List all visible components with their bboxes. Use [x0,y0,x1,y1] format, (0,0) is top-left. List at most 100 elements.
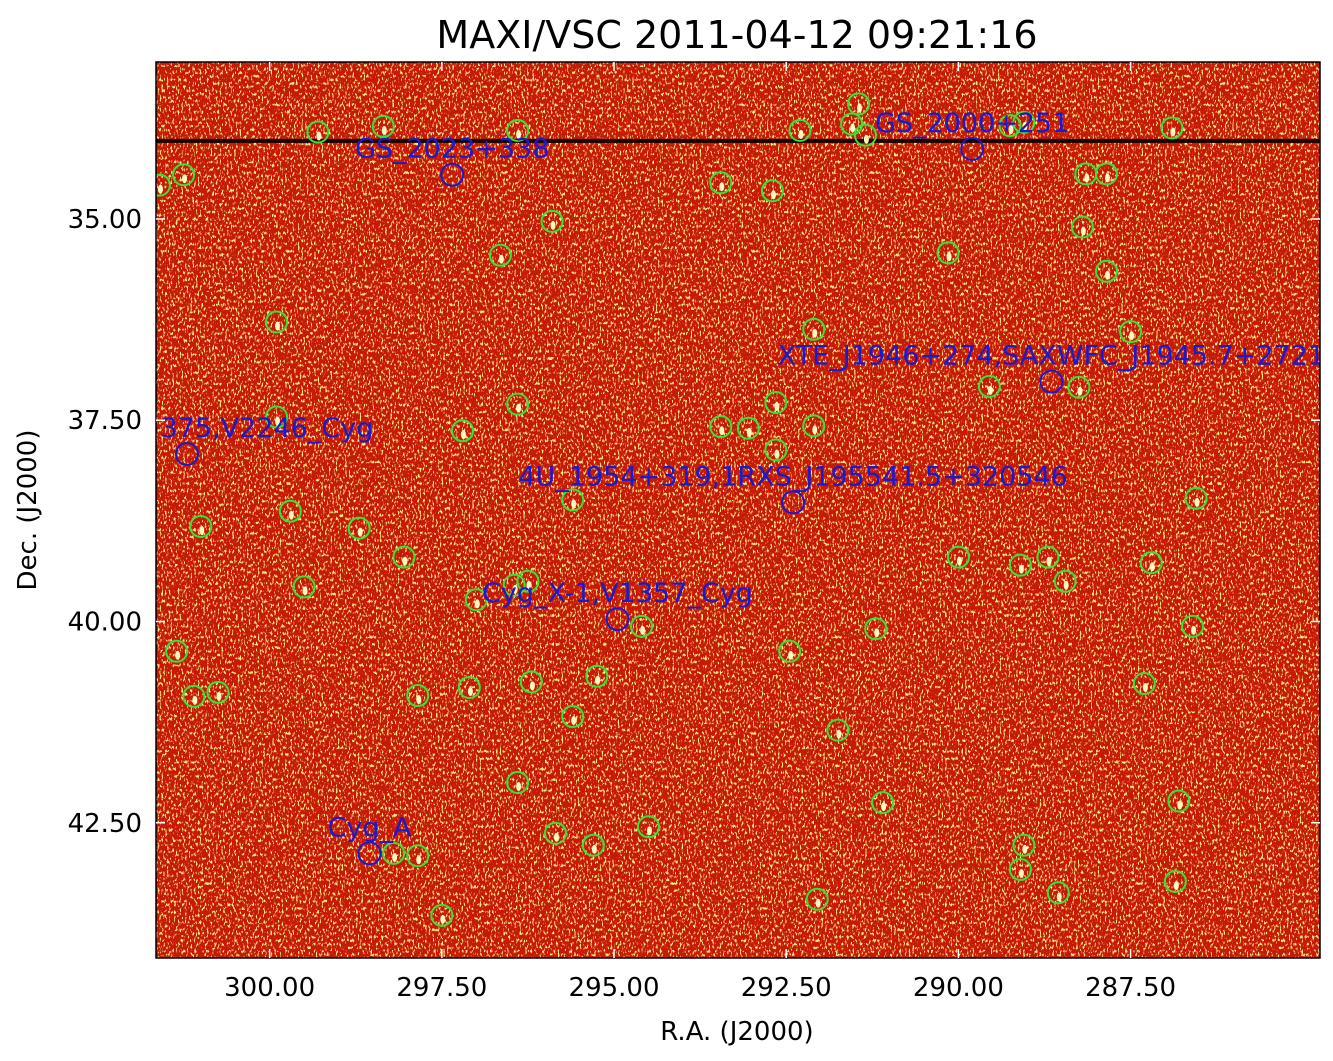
detected-source-marker [1119,320,1143,344]
source-spot [175,650,181,660]
detected-source-marker [561,488,585,512]
source-spot [646,826,652,836]
x-tick-label: 290.00 [913,973,1004,1003]
x-tick-label: 292.50 [741,973,832,1003]
source-spot [1142,682,1148,692]
detected-source-marker [406,684,430,708]
source-spot [956,556,962,566]
detected-source-marker [464,588,488,612]
detected-source-marker [382,841,406,865]
detected-source-marker [561,704,585,728]
source-spot [812,328,818,338]
detected-source-marker [946,545,970,569]
detected-source-marker [540,209,564,233]
source-spot [467,687,473,697]
source-spot [815,898,821,908]
detected-source-marker [630,614,654,638]
source-spot [881,802,887,812]
x-tick-label: 287.50 [1085,973,1176,1003]
detected-source-marker [502,573,526,597]
x-tick-label: 295.00 [569,973,660,1003]
detected-source-marker [1070,215,1094,239]
x-tick-label: 297.50 [396,973,487,1003]
detected-source-marker [998,114,1022,138]
source-spot [798,129,804,139]
detected-source-marker [1012,110,1036,134]
catalog-source-label: 4U_1954+319,1RXS_J195541.5+320546 [518,461,1067,492]
catalog-source-label: EXO_2030+375,V2246_Cyg [1,413,374,444]
detected-source-marker [265,405,289,429]
y-axis-label: Dec. (J2000) [13,430,43,591]
source-spot [1173,881,1179,891]
detected-source-marker [165,639,189,663]
source-spot [1194,497,1200,507]
detected-source-marker [977,374,1001,398]
detected-source-marker [826,718,850,742]
source-spot [719,426,725,436]
catalog-source-label: XTE_J1946+274,SAXWFC_J1945.7+2721 [778,341,1325,372]
detected-source-marker [1163,870,1187,894]
source-spot [157,184,163,194]
detected-source-marker [847,92,871,116]
detected-source-marker [278,499,302,523]
source-spot [1046,556,1052,566]
catalog-source-label: Cyg_A [328,812,412,843]
detected-source-marker [430,903,454,927]
detected-source-marker [871,791,895,815]
source-spot [474,599,480,609]
y-tick-label: 42.50 [68,809,142,839]
detected-source-marker [1181,614,1205,638]
source-spot [774,402,780,412]
source-spot [1129,331,1135,341]
y-tick-label: 40.00 [68,607,142,637]
chart-title: MAXI/VSC 2011-04-12 09:21:16 [436,13,1037,57]
source-spot [288,510,294,520]
source-spot [571,715,577,725]
detected-source-marker [347,516,371,540]
catalog-source-marker [440,162,465,187]
detected-source-marker [1132,671,1156,695]
source-spot [402,556,408,566]
detected-source-marker [519,670,543,694]
source-spot [1022,121,1028,131]
source-spot [788,650,794,660]
source-spot [1170,127,1176,137]
source-spot [640,625,646,635]
source-spot [1018,564,1024,574]
source-spot [987,385,993,395]
source-spot [863,134,869,144]
detected-source-marker [764,391,788,415]
detected-source-marker [172,163,196,187]
source-spot [774,449,780,459]
detected-source-marker [788,118,812,142]
detected-source-marker [306,120,330,144]
source-spot [416,855,422,865]
detected-source-marker [516,569,540,593]
source-spot [516,403,522,413]
source-spot [874,628,880,638]
detected-source-marker [1008,857,1032,881]
source-spot [275,321,281,331]
source-spot [529,681,535,691]
detected-source-marker [709,171,733,195]
sky-noise [156,62,1320,958]
detected-source-marker [840,112,864,136]
detected-source-marker [736,416,760,440]
source-spot [526,580,532,590]
detected-source-marker [1012,833,1036,857]
source-spot [416,695,422,705]
detected-source-marker [764,438,788,462]
source-spot [182,174,188,184]
source-spot [571,499,577,509]
source-spot [302,586,308,596]
detected-source-marker [1160,116,1184,140]
source-spot [836,729,842,739]
source-spot [1022,844,1028,854]
catalog-source-label: GS_2000+251 [875,108,1069,139]
catalog-source-label: Cyg_X-1,V1357_Cyg [482,578,753,609]
source-spot [770,190,776,200]
source-spot [1080,226,1086,236]
source-spot [1008,125,1014,135]
y-tick-label: 35.00 [68,205,142,235]
detected-source-marker [1094,259,1118,283]
